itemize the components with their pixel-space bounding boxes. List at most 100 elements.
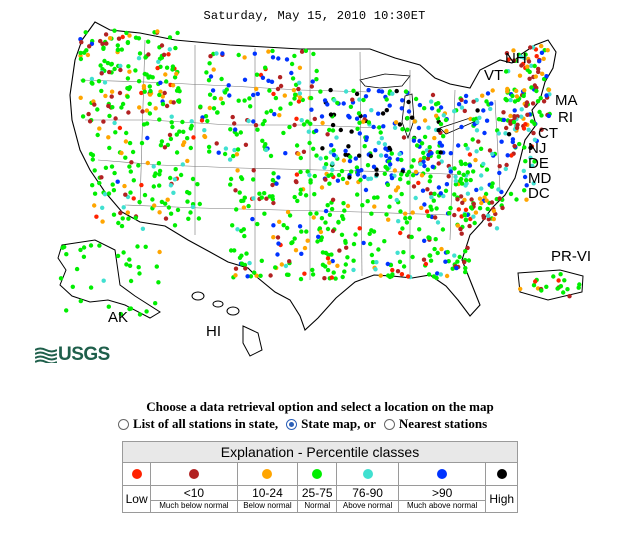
station-dot[interactable]: [153, 106, 158, 111]
station-dot[interactable]: [357, 120, 362, 126]
station-dot[interactable]: [122, 183, 127, 189]
station-dot[interactable]: [463, 269, 468, 275]
station-dot[interactable]: [419, 205, 424, 211]
station-dot[interactable]: [291, 88, 297, 93]
station-dot[interactable]: [285, 225, 290, 231]
station-dot[interactable]: [119, 223, 125, 229]
station-dot[interactable]: [436, 108, 441, 113]
station-dot[interactable]: [319, 185, 325, 190]
station-dot[interactable]: [253, 123, 259, 128]
station-dot[interactable]: [305, 169, 310, 174]
station-dot[interactable]: [440, 227, 446, 232]
station-dot[interactable]: [142, 89, 147, 94]
station-dot[interactable]: [531, 181, 536, 186]
station-dot[interactable]: [497, 164, 502, 169]
station-dot[interactable]: [208, 54, 213, 59]
station-dot[interactable]: [486, 217, 491, 222]
station-dot[interactable]: [506, 132, 512, 137]
station-dot[interactable]: [81, 245, 87, 250]
station-dot[interactable]: [406, 99, 411, 105]
station-dot[interactable]: [58, 276, 64, 281]
station-dot[interactable]: [234, 132, 239, 137]
station-dot[interactable]: [452, 192, 457, 197]
station-dot[interactable]: [526, 59, 532, 64]
station-dot[interactable]: [482, 195, 487, 200]
station-dot[interactable]: [212, 95, 217, 101]
station-dot[interactable]: [357, 131, 362, 136]
station-dot[interactable]: [137, 51, 143, 56]
station-dot[interactable]: [362, 144, 367, 149]
station-dot[interactable]: [343, 89, 349, 94]
station-dot[interactable]: [545, 48, 550, 53]
station-dot[interactable]: [361, 97, 366, 103]
station-dot[interactable]: [454, 265, 459, 271]
station-dot[interactable]: [330, 167, 335, 172]
station-dot[interactable]: [436, 161, 441, 166]
station-dot[interactable]: [242, 262, 248, 268]
station-dot[interactable]: [522, 174, 528, 180]
station-dot[interactable]: [401, 250, 406, 255]
station-dot[interactable]: [292, 53, 297, 59]
station-dot[interactable]: [473, 157, 478, 163]
station-dot[interactable]: [239, 198, 244, 204]
station-dot[interactable]: [118, 311, 124, 317]
station-dot[interactable]: [145, 160, 150, 166]
station-dot[interactable]: [481, 108, 486, 113]
station-dot[interactable]: [160, 101, 166, 107]
station-dot[interactable]: [532, 159, 537, 164]
station-dot[interactable]: [342, 208, 347, 213]
station-dot[interactable]: [99, 71, 104, 76]
station-dot[interactable]: [381, 124, 386, 129]
station-dot[interactable]: [142, 71, 147, 77]
station-dot[interactable]: [318, 156, 323, 161]
station-dot[interactable]: [61, 244, 67, 250]
station-dot[interactable]: [400, 98, 405, 103]
station-dot[interactable]: [237, 255, 243, 260]
station-dot[interactable]: [210, 88, 216, 93]
station-dot[interactable]: [248, 104, 253, 109]
station-dot[interactable]: [462, 259, 467, 265]
station-dot[interactable]: [87, 119, 93, 124]
station-dot[interactable]: [417, 102, 423, 108]
station-dot[interactable]: [438, 191, 443, 196]
station-dot[interactable]: [377, 125, 382, 130]
station-dot[interactable]: [262, 191, 267, 196]
station-dot[interactable]: [196, 216, 202, 221]
station-dot[interactable]: [340, 274, 345, 280]
station-dot[interactable]: [242, 195, 247, 200]
station-dot[interactable]: [103, 165, 109, 170]
station-dot[interactable]: [95, 107, 100, 112]
station-dot[interactable]: [398, 177, 403, 182]
station-dot[interactable]: [479, 186, 484, 191]
station-dot[interactable]: [503, 131, 508, 136]
station-dot[interactable]: [247, 96, 252, 101]
station-dot[interactable]: [424, 209, 430, 214]
station-dot[interactable]: [427, 235, 432, 241]
station-dot[interactable]: [230, 114, 235, 120]
station-dot[interactable]: [368, 153, 374, 159]
station-dot[interactable]: [144, 121, 150, 126]
station-dot[interactable]: [178, 172, 184, 178]
station-dot[interactable]: [337, 248, 342, 253]
station-dot[interactable]: [157, 210, 162, 215]
station-dot[interactable]: [397, 259, 403, 264]
station-dot[interactable]: [129, 160, 134, 165]
station-dot[interactable]: [113, 130, 118, 135]
station-dot[interactable]: [435, 250, 440, 256]
station-dot[interactable]: [544, 93, 549, 98]
station-dot[interactable]: [522, 188, 527, 193]
station-dot[interactable]: [81, 254, 87, 259]
station-dot[interactable]: [309, 107, 314, 112]
station-dot[interactable]: [207, 149, 212, 154]
station-dot[interactable]: [104, 41, 109, 46]
station-dot[interactable]: [532, 63, 537, 69]
station-dot[interactable]: [477, 115, 482, 121]
station-dot[interactable]: [462, 212, 467, 218]
station-dot[interactable]: [382, 171, 387, 176]
station-dot[interactable]: [220, 101, 225, 106]
station-dot[interactable]: [344, 245, 349, 250]
station-dot[interactable]: [528, 155, 533, 160]
station-dot[interactable]: [474, 187, 479, 193]
station-dot[interactable]: [191, 135, 196, 140]
station-dot[interactable]: [207, 61, 212, 66]
